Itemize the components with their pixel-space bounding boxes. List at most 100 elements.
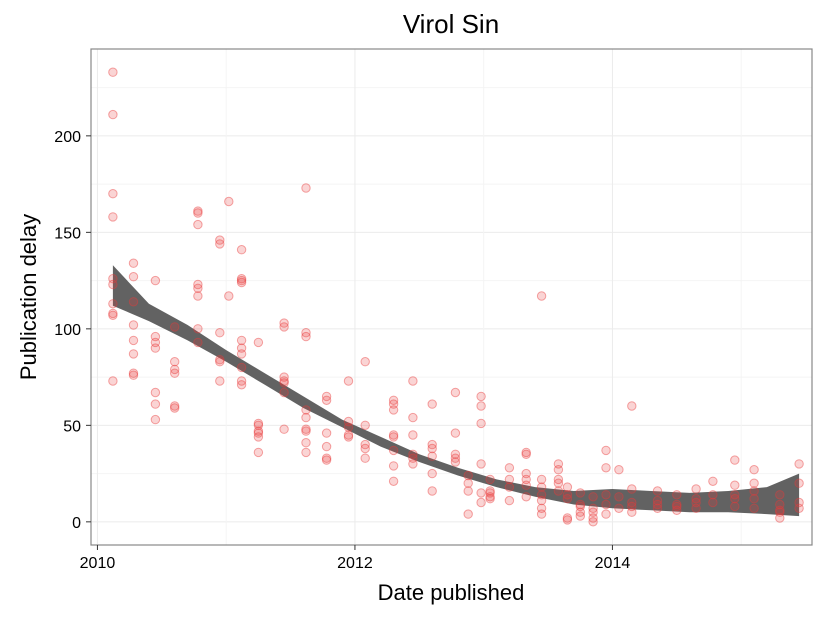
data-point (108, 279, 118, 290)
data-point (108, 308, 118, 319)
data-point (521, 449, 531, 459)
data-point (408, 459, 418, 469)
data-point (236, 343, 247, 353)
data-point (193, 324, 203, 334)
data-point (652, 499, 663, 510)
data-point (627, 401, 637, 411)
data-point (749, 478, 759, 488)
data-point (794, 459, 804, 469)
plot-panel-border (90, 48, 813, 546)
data-point (236, 376, 247, 386)
data-point (301, 183, 311, 193)
data-point (450, 457, 461, 467)
data-point (388, 461, 399, 471)
data-point (388, 432, 399, 442)
data-point (301, 438, 311, 448)
data-point (108, 189, 118, 199)
data-point (562, 482, 573, 492)
data-point (279, 387, 289, 398)
data-point (691, 503, 701, 513)
data-point (301, 328, 311, 338)
data-point (749, 494, 759, 504)
x-axis: 2010 2012 2014 (80, 545, 631, 572)
data-point (170, 403, 180, 413)
data-point (150, 414, 161, 425)
data-point (485, 494, 495, 504)
data-point (388, 430, 399, 440)
data-point (553, 474, 564, 485)
data-point (775, 490, 785, 500)
data-point (536, 490, 547, 500)
data-point (236, 275, 247, 286)
data-point (215, 357, 225, 367)
data-point (672, 501, 682, 512)
data-point (476, 418, 486, 429)
data-point (601, 509, 611, 519)
data-point (730, 494, 740, 504)
data-point (521, 468, 531, 479)
x-tick-label: 2014 (595, 555, 631, 572)
data-point (360, 439, 370, 450)
data-point (193, 337, 203, 348)
data-point (408, 430, 418, 440)
data-point (536, 509, 547, 519)
data-point (360, 420, 370, 430)
data-point (408, 449, 418, 459)
data-point (301, 331, 311, 342)
data-point (562, 515, 573, 525)
data-point (476, 488, 486, 498)
data-point (553, 459, 564, 469)
data-point (463, 478, 473, 488)
data-point (253, 337, 264, 348)
data-point (521, 492, 531, 502)
data-point (224, 196, 234, 207)
data-point (536, 291, 547, 301)
data-point (749, 486, 759, 496)
data-point (253, 432, 264, 442)
y-tick-label: 150 (54, 225, 81, 242)
data-point (170, 322, 180, 332)
data-point (450, 453, 461, 463)
data-point (672, 505, 682, 515)
data-point (476, 401, 486, 411)
y-axis-title: Publication delay (16, 214, 41, 380)
data-point (521, 447, 531, 458)
data-point (652, 503, 663, 513)
data-point (108, 109, 118, 120)
data-point (575, 499, 585, 510)
data-point (343, 432, 354, 442)
data-point (553, 486, 564, 496)
data-point (485, 486, 495, 496)
data-point (672, 499, 682, 510)
data-point (485, 488, 495, 498)
data-point (536, 495, 547, 506)
data-points (108, 67, 804, 527)
data-point (215, 239, 225, 249)
y-axis: 0 50 100 150 200 (54, 129, 91, 532)
data-point (450, 449, 461, 459)
data-point (279, 318, 289, 328)
data-point (450, 387, 461, 398)
data-point (128, 258, 139, 268)
data-point (652, 495, 663, 506)
data-point (360, 357, 370, 367)
data-point (388, 405, 399, 415)
data-point (749, 465, 759, 475)
data-point (463, 509, 473, 519)
data-point (128, 349, 139, 359)
data-point (476, 497, 486, 508)
data-point (463, 486, 473, 496)
data-point (672, 490, 682, 500)
data-point (730, 501, 740, 512)
data-point (521, 474, 531, 485)
smooth-band (112, 265, 800, 517)
data-point (588, 517, 598, 527)
x-tick-label: 2012 (337, 555, 373, 572)
data-point (321, 395, 332, 405)
data-point (301, 405, 311, 415)
data-point (575, 501, 585, 512)
data-point (627, 484, 637, 494)
data-point (536, 482, 547, 492)
x-axis-title: Date published (378, 580, 525, 605)
y-tick-label: 100 (54, 322, 81, 339)
